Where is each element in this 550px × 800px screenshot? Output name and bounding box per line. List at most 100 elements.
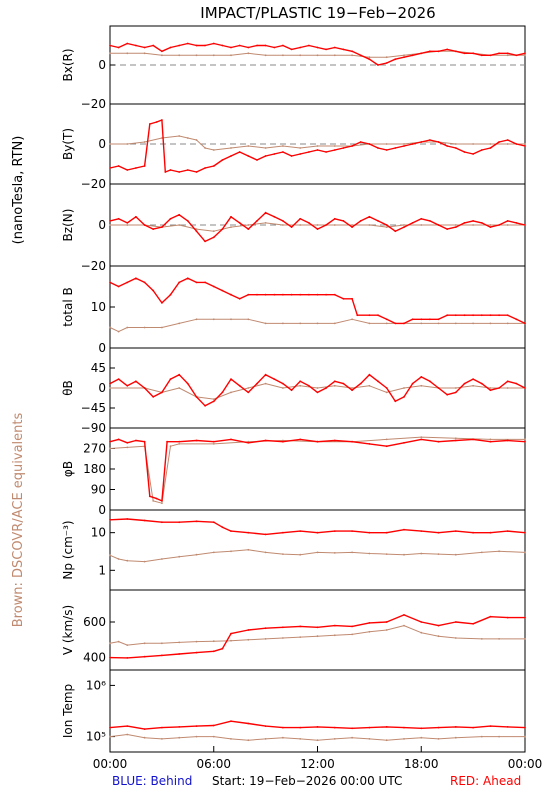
ace-data-point xyxy=(126,52,129,55)
ace-data-point xyxy=(247,548,250,551)
ace-data-point xyxy=(299,384,302,387)
ahead-data-point xyxy=(489,389,492,392)
panel-1: 0 −20 Bx(R) xyxy=(61,25,526,111)
ahead-data-point xyxy=(109,440,111,443)
ace-data-point xyxy=(316,322,319,325)
ace-data-point xyxy=(299,738,302,740)
ahead-data-point xyxy=(195,281,198,284)
ahead-data-point xyxy=(256,159,258,161)
panel-6: 270 180 90 0 φB xyxy=(61,427,526,517)
ahead-data-point xyxy=(299,438,302,441)
ahead-data-point xyxy=(377,380,379,383)
ahead-data-point xyxy=(524,387,526,389)
ahead-data-point xyxy=(472,378,474,380)
ahead-data-point xyxy=(454,391,457,394)
ahead-series-line xyxy=(109,518,526,536)
ahead-data-point xyxy=(299,217,302,220)
y-tick-label: 10⁵ xyxy=(86,730,106,744)
ahead-data-point xyxy=(195,396,198,398)
ahead-data-point xyxy=(109,167,111,169)
panel-frame xyxy=(109,265,526,349)
panel-frame xyxy=(109,589,526,671)
ahead-data-point xyxy=(359,141,362,143)
panel-3: 0 −20 Bz(N) xyxy=(61,183,526,273)
ahead-data-point xyxy=(238,297,241,300)
ahead-data-point xyxy=(178,440,181,443)
ace-data-point xyxy=(489,322,492,325)
ahead-data-point xyxy=(161,726,163,729)
ahead-data-point xyxy=(238,384,241,387)
ahead-data-point xyxy=(212,400,215,403)
ace-data-point xyxy=(498,638,500,640)
ahead-data-point xyxy=(411,54,414,57)
panel-ylabel: θB xyxy=(61,380,75,396)
ahead-data-point xyxy=(403,528,405,531)
ahead-data-point xyxy=(377,220,379,222)
ahead-data-point xyxy=(247,722,250,725)
ahead-data-point xyxy=(299,625,302,628)
ace-data-point xyxy=(212,443,215,445)
ahead-data-point xyxy=(316,726,319,728)
ahead-data-point xyxy=(489,226,492,229)
ahead-data-point xyxy=(290,293,293,296)
ace-data-point xyxy=(351,318,353,321)
ahead-data-point xyxy=(195,439,198,442)
ace-data-point xyxy=(212,551,215,554)
ahead-data-point xyxy=(351,389,353,392)
ahead-data-point xyxy=(186,220,189,222)
ahead-data-point xyxy=(506,52,509,55)
ahead-data-point xyxy=(264,725,267,727)
ahead-data-point xyxy=(489,314,492,317)
ace-data-point xyxy=(489,438,492,441)
ace-data-point xyxy=(212,735,215,738)
ace-data-point xyxy=(109,52,111,55)
ace-data-point xyxy=(178,736,181,739)
ahead-data-point xyxy=(273,153,276,155)
ahead-data-point xyxy=(282,44,284,47)
ahead-data-point xyxy=(325,387,327,389)
ace-data-point xyxy=(506,387,509,389)
ace-data-point xyxy=(420,384,423,387)
y-tick-label: 1 xyxy=(98,563,106,577)
ahead-data-point xyxy=(247,46,250,49)
ace-data-point xyxy=(161,326,163,329)
ace-data-point xyxy=(126,143,129,145)
ace-data-point xyxy=(186,137,189,139)
ace-data-point xyxy=(368,224,371,226)
ahead-data-point xyxy=(282,726,284,729)
ahead-data-point xyxy=(454,439,457,442)
ahead-data-point xyxy=(403,56,405,59)
ace-data-point xyxy=(368,384,371,387)
ahead-data-point xyxy=(161,302,163,304)
y-tick-label: 45 xyxy=(91,361,106,375)
ahead-data-point xyxy=(506,314,509,317)
ace-data-point xyxy=(117,330,120,333)
ahead-data-point xyxy=(204,44,207,47)
ahead-data-point xyxy=(195,520,198,523)
ace-data-point xyxy=(524,638,526,640)
ahead-data-point xyxy=(463,151,466,153)
ace-data-point xyxy=(385,629,388,631)
y-tick-label: 400 xyxy=(83,651,106,665)
ahead-data-point xyxy=(454,50,457,53)
ace-data-point xyxy=(403,54,405,57)
ace-data-point xyxy=(109,224,111,226)
ahead-data-point xyxy=(446,314,449,317)
ahead-data-point xyxy=(264,293,267,296)
ahead-data-point xyxy=(221,159,224,161)
y-tick-label: 0 xyxy=(98,381,106,395)
ahead-data-point xyxy=(135,439,137,442)
ace-data-point xyxy=(420,631,423,634)
ahead-data-point xyxy=(148,123,151,125)
ahead-data-point xyxy=(143,655,146,658)
ahead-data-point xyxy=(126,657,129,659)
ahead-data-point xyxy=(437,318,440,321)
ahead-data-point xyxy=(308,151,310,153)
y-tick-label: 0 xyxy=(98,58,106,72)
ahead-data-point xyxy=(126,725,129,727)
ahead-data-point xyxy=(342,382,345,385)
ahead-data-point xyxy=(316,293,319,296)
ahead-data-point xyxy=(169,217,172,220)
ahead-data-point xyxy=(212,440,215,443)
ahead-data-point xyxy=(351,297,353,300)
